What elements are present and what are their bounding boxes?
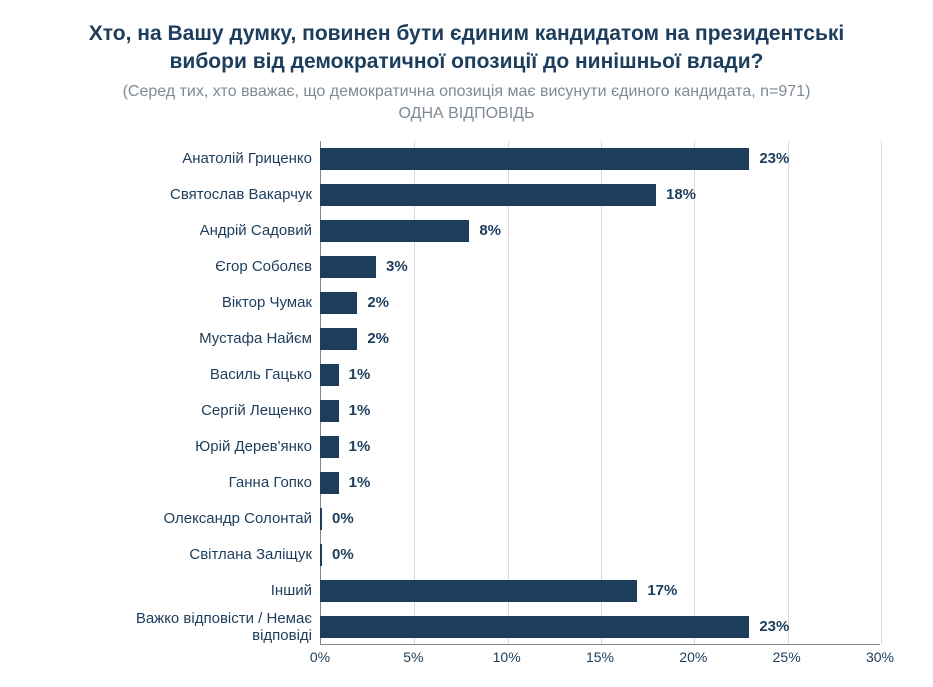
x-tick: 30% — [866, 649, 894, 665]
bar-value: 1% — [349, 438, 371, 455]
bar-value: 0% — [332, 546, 354, 563]
bar — [320, 328, 357, 350]
category-label: Мустафа Найєм — [80, 330, 320, 347]
x-tick: 20% — [679, 649, 707, 665]
chart-title: Хто, на Вашу думку, повинен бути єдиним … — [57, 20, 877, 77]
bar — [320, 472, 339, 494]
chart-row: Єгор Соболєв 3% — [80, 249, 903, 285]
category-label: Анатолій Гриценко — [80, 150, 320, 167]
bar — [320, 544, 322, 566]
bar-value: 18% — [666, 186, 696, 203]
x-tick: 0% — [310, 649, 330, 665]
chart-row: Мустафа Найєм 2% — [80, 321, 903, 357]
chart-row: Святослав Вакарчук 18% — [80, 177, 903, 213]
bar — [320, 400, 339, 422]
bar-value: 3% — [386, 258, 408, 275]
bar — [320, 364, 339, 386]
category-label: Василь Гацько — [80, 366, 320, 383]
bar — [320, 616, 749, 638]
chart-row: Сергій Лещенко 1% — [80, 393, 903, 429]
category-label: Віктор Чумак — [80, 294, 320, 311]
x-tick: 15% — [586, 649, 614, 665]
bar-value: 0% — [332, 510, 354, 527]
category-label: Важко відповісти / Немає відповіді — [80, 610, 320, 644]
bar-value: 1% — [349, 402, 371, 419]
bar-value: 1% — [349, 474, 371, 491]
bar — [320, 256, 376, 278]
category-label: Святослав Вакарчук — [80, 186, 320, 203]
chart-row: Анатолій Гриценко 23% — [80, 141, 903, 177]
chart-row: Юрій Дерев'янко 1% — [80, 429, 903, 465]
chart-row: Віктор Чумак 2% — [80, 285, 903, 321]
bar-chart: Анатолій Гриценко 23% Святослав Вакарчук 18… — [80, 141, 903, 667]
bar-value: 2% — [367, 330, 389, 347]
chart-subtitle2: ОДНА ВІДПОВІДЬ — [30, 105, 903, 123]
category-label: Юрій Дерев'янко — [80, 438, 320, 455]
chart-row: Інший 17% — [80, 573, 903, 609]
category-label: Андрій Садовий — [80, 222, 320, 239]
bar-value: 23% — [759, 150, 789, 167]
chart-row: Світлана Заліщук 0% — [80, 537, 903, 573]
bar-value: 8% — [479, 222, 501, 239]
bar-value: 17% — [647, 582, 677, 599]
chart-subtitle: (Серед тих, хто вважає, що демократична … — [30, 83, 903, 101]
bar — [320, 184, 656, 206]
bar — [320, 580, 637, 602]
bar — [320, 508, 322, 530]
chart-row: Олександр Солонтай 0% — [80, 501, 903, 537]
bar — [320, 148, 749, 170]
category-label: Єгор Соболєв — [80, 258, 320, 275]
x-tick: 25% — [773, 649, 801, 665]
category-label: Ганна Гопко — [80, 474, 320, 491]
bar — [320, 220, 469, 242]
category-label: Світлана Заліщук — [80, 546, 320, 563]
category-label: Сергій Лещенко — [80, 402, 320, 419]
category-label: Інший — [80, 582, 320, 599]
chart-row: Ганна Гопко 1% — [80, 465, 903, 501]
chart-row: Василь Гацько 1% — [80, 357, 903, 393]
x-axis: 0%5%10%15%20%25%30% — [320, 645, 880, 667]
bar-value: 23% — [759, 618, 789, 635]
category-label: Олександр Солонтай — [80, 510, 320, 527]
chart-row: Важко відповісти / Немає відповіді 23% — [80, 609, 903, 645]
bar — [320, 436, 339, 458]
bar-value: 2% — [367, 294, 389, 311]
x-tick: 10% — [493, 649, 521, 665]
chart-row: Андрій Садовий 8% — [80, 213, 903, 249]
bar — [320, 292, 357, 314]
x-tick: 5% — [403, 649, 423, 665]
bar-value: 1% — [349, 366, 371, 383]
